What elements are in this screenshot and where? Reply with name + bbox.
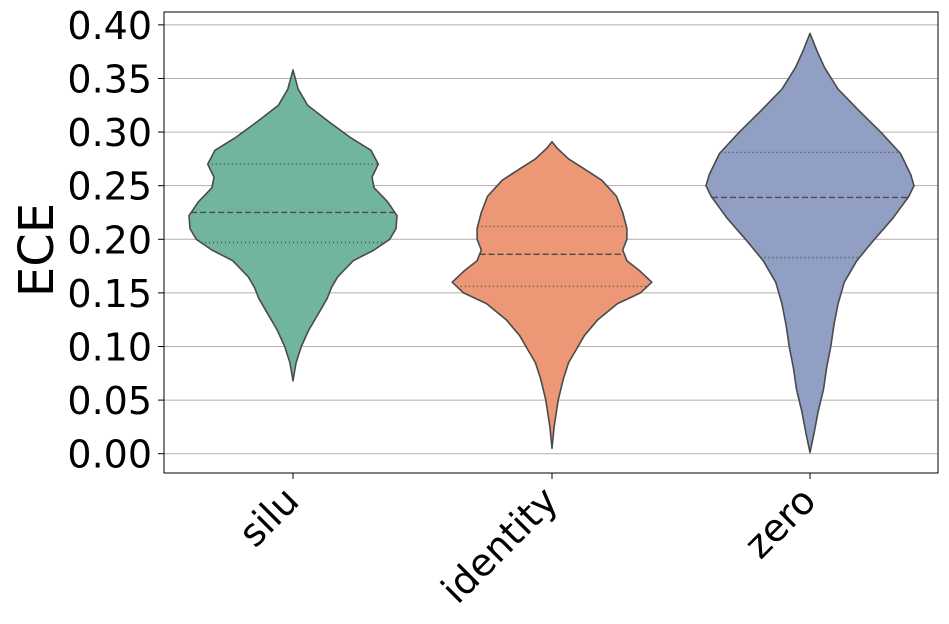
y-tick-label: 0.15	[67, 272, 152, 316]
violin-silu	[188, 69, 398, 382]
y-tick-label: 0.05	[67, 379, 152, 423]
violin-zero	[705, 32, 915, 454]
violin-identity	[451, 140, 653, 450]
y-tick-label: 0.30	[67, 111, 152, 155]
y-axis: 0.00 0.05 0.10 0.15 0.20 0.25 0.30 0.35 0.40	[67, 4, 164, 477]
violins	[188, 32, 915, 454]
y-tick-label: 0.00	[67, 433, 152, 477]
plot-area-frame	[163, 11, 939, 474]
y-tick-label: 0.40	[67, 4, 152, 48]
y-tick-label: 0.25	[67, 165, 152, 209]
x-tick-label: zero	[736, 478, 825, 567]
x-axis: silu identity zero	[230, 473, 824, 612]
y-tick-label: 0.10	[67, 325, 152, 369]
y-axis-label: ECE	[9, 203, 65, 297]
y-tick-label: 0.35	[67, 57, 152, 101]
x-tick-label: silu	[230, 478, 307, 555]
x-tick-label: identity	[433, 478, 567, 612]
y-tick-label: 0.20	[67, 218, 152, 262]
